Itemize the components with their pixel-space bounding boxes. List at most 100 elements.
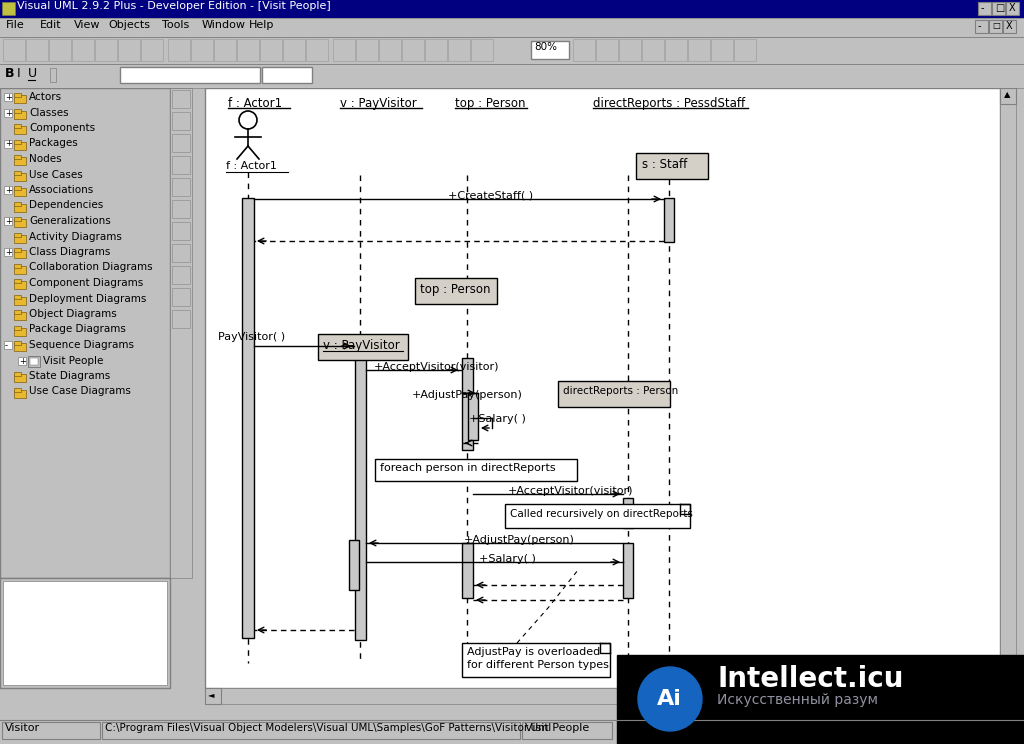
Bar bbox=[18, 356, 26, 365]
Bar bbox=[522, 722, 612, 739]
Text: ◄: ◄ bbox=[208, 690, 214, 699]
Text: s : Staff: s : Staff bbox=[642, 158, 687, 171]
Text: f : Actor1: f : Actor1 bbox=[228, 97, 283, 110]
Bar bbox=[14, 263, 22, 268]
Bar bbox=[0, 578, 170, 688]
Text: +Salary( ): +Salary( ) bbox=[469, 414, 526, 424]
Text: PayVisitor( ): PayVisitor( ) bbox=[218, 332, 285, 342]
Bar bbox=[14, 297, 26, 304]
Text: Sequence Diagrams: Sequence Diagrams bbox=[29, 340, 134, 350]
Bar bbox=[172, 178, 190, 196]
Text: for different Person types: for different Person types bbox=[467, 660, 609, 670]
Bar bbox=[260, 39, 282, 61]
Text: X: X bbox=[1006, 21, 1013, 31]
Bar bbox=[3, 581, 167, 685]
Bar bbox=[14, 374, 26, 382]
Circle shape bbox=[638, 667, 702, 731]
Text: Nodes: Nodes bbox=[29, 154, 61, 164]
Text: Intellect.icu: Intellect.icu bbox=[717, 665, 903, 693]
Bar bbox=[30, 358, 38, 365]
Bar bbox=[415, 278, 497, 304]
Bar bbox=[664, 198, 674, 242]
Bar bbox=[665, 39, 687, 61]
Bar bbox=[0, 37, 1024, 64]
Bar bbox=[205, 688, 1000, 704]
Text: +Salary( ): +Salary( ) bbox=[479, 554, 536, 564]
Text: Visit People: Visit People bbox=[525, 723, 589, 733]
Text: Use Cases: Use Cases bbox=[29, 170, 83, 179]
Text: Generalizations: Generalizations bbox=[29, 216, 111, 226]
Text: +: + bbox=[5, 139, 12, 149]
Bar bbox=[14, 326, 22, 330]
Text: Associations: Associations bbox=[29, 185, 94, 195]
Bar bbox=[26, 39, 48, 61]
Text: I: I bbox=[17, 67, 20, 80]
Bar bbox=[0, 88, 1024, 738]
Bar bbox=[172, 112, 190, 130]
Bar bbox=[72, 39, 94, 61]
Bar bbox=[172, 90, 190, 108]
Bar bbox=[172, 244, 190, 262]
Text: Visit People: Visit People bbox=[43, 356, 103, 365]
Bar bbox=[642, 39, 664, 61]
Bar bbox=[375, 459, 577, 481]
Text: State Diagrams: State Diagrams bbox=[29, 371, 111, 381]
Text: X: X bbox=[1009, 3, 1016, 13]
Text: Component Diagrams: Component Diagrams bbox=[29, 278, 143, 288]
Text: Dependencies: Dependencies bbox=[29, 200, 103, 211]
Bar bbox=[95, 39, 117, 61]
Text: ►: ► bbox=[987, 690, 993, 699]
Text: f : Actor1: f : Actor1 bbox=[226, 161, 276, 171]
Bar bbox=[688, 39, 710, 61]
Text: directReports : Person: directReports : Person bbox=[563, 386, 678, 396]
Bar bbox=[14, 141, 26, 150]
Bar bbox=[14, 327, 26, 336]
Bar bbox=[984, 688, 1000, 704]
Bar bbox=[170, 88, 193, 578]
Bar bbox=[623, 543, 633, 598]
Bar bbox=[573, 39, 595, 61]
Bar bbox=[1006, 2, 1019, 15]
Text: B: B bbox=[5, 67, 14, 80]
Bar bbox=[14, 124, 22, 128]
Bar bbox=[14, 343, 26, 351]
Bar bbox=[14, 281, 26, 289]
Bar bbox=[262, 67, 312, 83]
Bar bbox=[0, 0, 1024, 18]
Text: Ai: Ai bbox=[657, 689, 682, 709]
Bar bbox=[14, 173, 26, 181]
Bar bbox=[205, 688, 221, 704]
Bar bbox=[3, 39, 25, 61]
Bar bbox=[14, 390, 26, 397]
Bar bbox=[505, 504, 690, 528]
Bar bbox=[237, 39, 259, 61]
Text: +: + bbox=[19, 356, 26, 365]
Bar bbox=[4, 186, 12, 194]
Text: -: - bbox=[5, 341, 8, 350]
Bar bbox=[2, 722, 100, 739]
Bar bbox=[118, 39, 140, 61]
Bar bbox=[4, 217, 12, 225]
Bar bbox=[992, 2, 1005, 15]
Bar bbox=[283, 39, 305, 61]
Bar bbox=[2, 2, 15, 15]
Bar bbox=[4, 139, 12, 147]
Bar bbox=[14, 219, 26, 227]
Bar bbox=[468, 393, 478, 440]
Bar bbox=[4, 109, 12, 117]
Bar bbox=[4, 93, 12, 101]
Text: +: + bbox=[5, 109, 12, 118]
Text: File: File bbox=[6, 20, 25, 30]
Bar bbox=[4, 248, 12, 256]
Text: U: U bbox=[28, 67, 37, 80]
Text: Components: Components bbox=[29, 123, 95, 133]
Bar bbox=[14, 170, 22, 175]
Bar bbox=[14, 295, 22, 298]
Bar bbox=[14, 126, 26, 134]
Text: top : Person: top : Person bbox=[420, 283, 490, 296]
Text: Help: Help bbox=[249, 20, 274, 30]
Bar bbox=[14, 157, 26, 165]
Bar bbox=[356, 39, 378, 61]
Bar bbox=[14, 232, 22, 237]
Bar bbox=[172, 222, 190, 240]
